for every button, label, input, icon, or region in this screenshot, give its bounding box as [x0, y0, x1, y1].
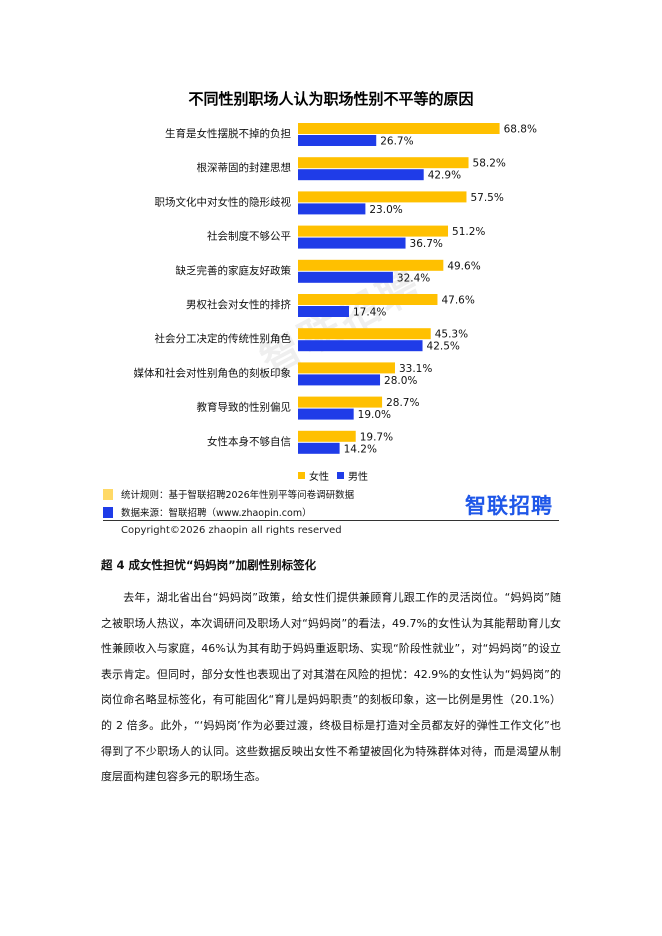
category-label: 媒体和社会对性别角色的刻板印象 — [134, 366, 292, 379]
article-paragraph: 去年，湖北省出台“妈妈岗”政策，给女性们提供兼顾育儿跟工作的灵活岗位。“妈妈岗”… — [101, 585, 561, 790]
bar-female — [298, 157, 469, 169]
category-label: 社会制度不够公平 — [207, 230, 291, 243]
data-label: 68.8% — [504, 124, 537, 136]
category-label: 女性本身不够自信 — [207, 435, 291, 448]
category-label: 缺乏完善的家庭友好政策 — [176, 264, 292, 277]
legend-label-female: 女性 — [309, 472, 329, 483]
data-label: 45.3% — [435, 329, 468, 341]
bar-chart: 生育是女性摆脱不掉的负担 68.8% 26.7% 根深蒂固的封建思想 58.2% 42.9… — [134, 123, 537, 455]
data-label: 23.0% — [369, 204, 402, 216]
category-label: 男权社会对女性的排挤 — [186, 298, 291, 311]
bar-female — [298, 430, 356, 442]
bar-male — [298, 237, 406, 249]
data-label: 58.2% — [473, 158, 506, 170]
bar-male — [298, 340, 423, 352]
category-label: 根深蒂固的封建思想 — [197, 161, 292, 174]
bar-female — [298, 191, 467, 203]
category-label: 社会分工决定的传统性别角色 — [155, 332, 292, 345]
bar-male — [298, 306, 349, 317]
bar-male — [298, 271, 393, 283]
legend-swatch-male — [337, 472, 344, 479]
source-label: 数据来源：智联招聘（www.zhaopin.com） — [121, 508, 312, 519]
data-label: 36.7% — [410, 238, 443, 250]
data-label: 33.1% — [399, 363, 432, 375]
bar-male — [298, 374, 381, 386]
data-label: 26.7% — [380, 136, 413, 148]
data-label: 32.4% — [397, 272, 430, 284]
footer-divider — [103, 520, 559, 521]
rule-swatch — [103, 488, 113, 500]
data-label: 14.2% — [344, 443, 377, 455]
chart-title: 不同性别职场人认为职场性别不平等的原因 — [188, 90, 474, 108]
chart-legend: 女性 男性 — [298, 468, 368, 483]
bar-male — [298, 203, 366, 215]
bar-female — [298, 328, 431, 340]
bar-female — [298, 225, 449, 237]
bar-male — [298, 408, 354, 420]
category-label: 职场文化中对女性的隐形歧视 — [155, 195, 292, 208]
category-label: 教育导致的性别偏见 — [197, 401, 292, 414]
legend-label-male: 男性 — [348, 472, 368, 483]
bar-male — [298, 135, 377, 146]
article-paragraph-text: 去年，湖北省出台“妈妈岗”政策，给女性们提供兼顾育儿跟工作的灵活岗位。“妈妈岗”… — [101, 591, 561, 784]
data-label: 42.9% — [428, 170, 461, 182]
bar-female — [298, 396, 383, 408]
data-label: 17.4% — [353, 307, 386, 319]
data-label: 42.5% — [427, 341, 460, 353]
data-label: 28.0% — [384, 375, 417, 387]
data-label: 57.5% — [470, 192, 503, 204]
bar-male — [298, 442, 340, 454]
data-label: 51.2% — [452, 226, 485, 238]
data-label: 28.7% — [386, 397, 419, 409]
footer-source-row: 数据来源：智联招聘（www.zhaopin.com） — [103, 505, 312, 519]
bar-female — [298, 294, 438, 305]
data-label: 19.7% — [360, 431, 393, 443]
bar-female — [298, 123, 500, 134]
source-swatch — [103, 506, 113, 518]
category-label: 生育是女性摆脱不掉的负担 — [165, 127, 291, 140]
footer-rule-row: 统计规则：基于智联招聘2026年性别平等问卷调研数据 — [103, 487, 354, 501]
bar-male — [298, 169, 424, 181]
copyright-text: Copyright©2026 zhaopin all rights reserv… — [121, 525, 342, 536]
section-heading: 超 4 成女性担忧“妈妈岗”加剧性别标签化 — [101, 558, 317, 572]
bar-female — [298, 362, 395, 374]
data-label: 47.6% — [441, 295, 474, 307]
zhaopin-logo: 智联招聘 — [465, 494, 553, 518]
rule-label: 统计规则：基于智联招聘2026年性别平等问卷调研数据 — [121, 490, 355, 501]
bar-female — [298, 259, 444, 271]
legend-swatch-female — [298, 472, 305, 479]
data-label: 19.0% — [358, 409, 391, 421]
data-label: 49.6% — [447, 260, 480, 272]
